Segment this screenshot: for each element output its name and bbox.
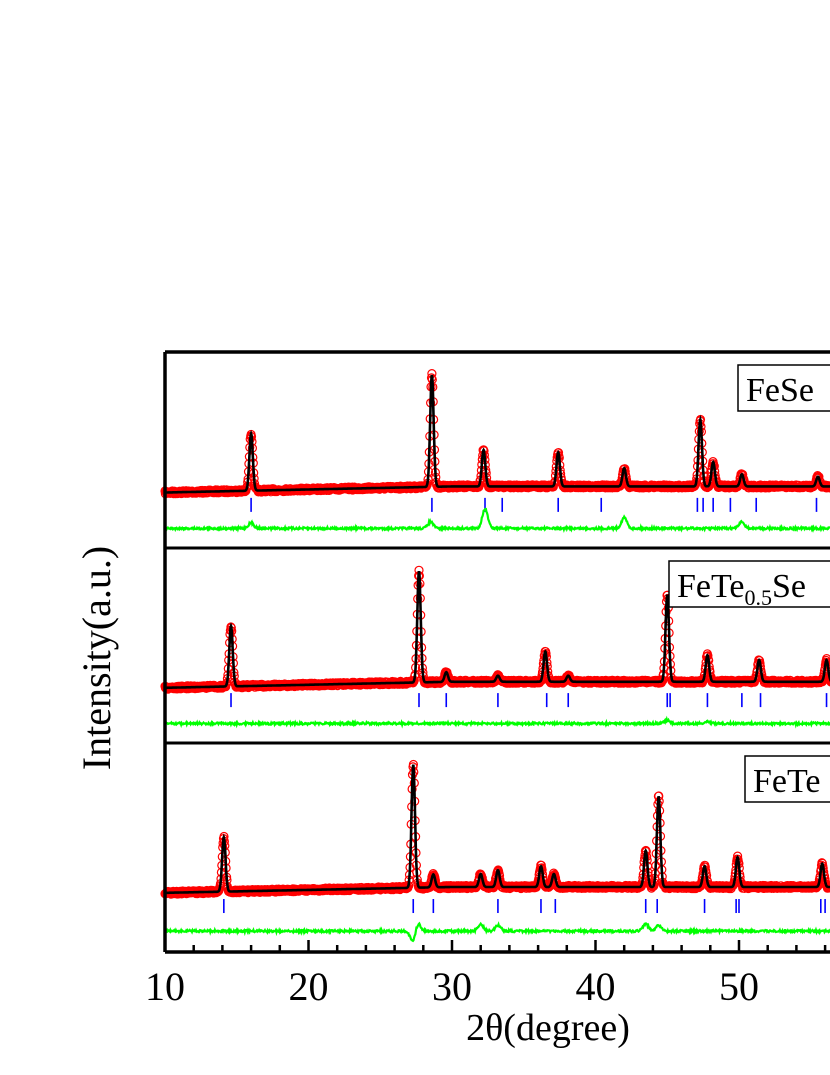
x-axis-label: 2θ(degree): [466, 1007, 630, 1049]
sample-label: FeSe: [746, 372, 814, 409]
sample-label: FeTe0.5Se: [677, 568, 806, 610]
difference-curve: [164, 921, 830, 943]
x-tick-label: 50: [719, 964, 759, 1009]
sample-label: FeTe: [753, 763, 821, 800]
x-tick-label: 40: [576, 964, 616, 1009]
difference-curve: [164, 715, 830, 729]
y-axis-label: Intensity(a.u.): [74, 546, 119, 770]
x-tick-label: 10: [145, 964, 185, 1009]
calculated-fit-line: [165, 764, 830, 895]
sample-label-box: [668, 560, 830, 608]
calculated-fit-line: [165, 570, 830, 690]
difference-curve: [164, 507, 830, 534]
observed-data-series: [160, 369, 830, 499]
sample-label-box: [744, 755, 830, 803]
sample-label-box: [737, 364, 830, 412]
calculated-fit-line: [165, 374, 830, 494]
x-tick-label: 20: [289, 964, 329, 1009]
x-tick-label: 30: [432, 964, 472, 1009]
